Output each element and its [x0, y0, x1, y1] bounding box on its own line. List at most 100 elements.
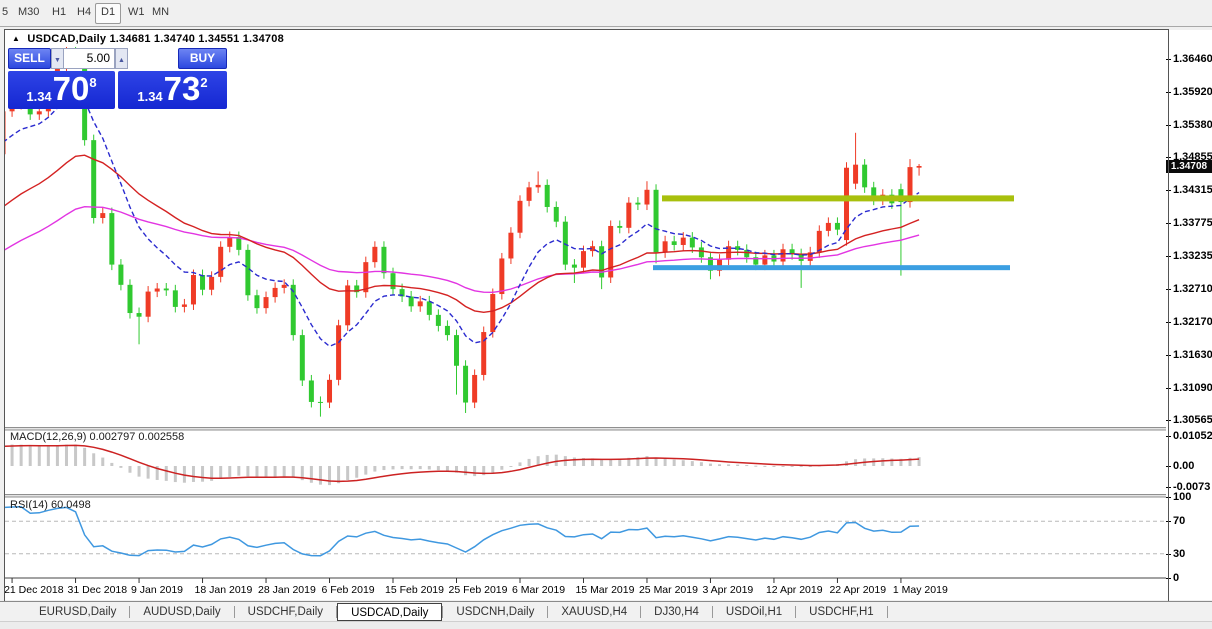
axis-tick — [1166, 157, 1171, 158]
candle — [209, 276, 215, 290]
candle — [744, 249, 750, 258]
candle — [254, 295, 260, 309]
macd-bar — [391, 466, 395, 470]
chart-title: ▲ USDCAD,Daily 1.34681 1.34740 1.34551 1… — [12, 33, 284, 45]
ask-price-button[interactable]: 1.34 73 2 — [118, 71, 227, 109]
chart-tab-usdchf[interactable]: USDCHF,H1 — [809, 606, 874, 618]
volume-increase-button[interactable]: ▲ — [115, 48, 128, 69]
candle — [236, 237, 242, 250]
timeframe-button-w1[interactable]: W1 — [128, 6, 145, 18]
candle — [435, 314, 441, 326]
candle — [336, 325, 342, 380]
date-label: 6 Feb 2019 — [322, 584, 375, 596]
macd-bar — [110, 462, 114, 466]
candle — [590, 246, 596, 252]
macd-bar — [282, 466, 286, 477]
tab-separator — [711, 606, 713, 618]
macd-bar — [400, 466, 404, 470]
candle — [227, 237, 233, 247]
candle — [426, 301, 432, 315]
date-label: 31 Dec 2018 — [68, 584, 128, 596]
chart-tab-xauusd[interactable]: XAUUSD,H4 — [561, 606, 628, 618]
candle — [490, 294, 496, 333]
chart-tab-audusd[interactable]: AUDUSD,Daily — [143, 606, 221, 618]
timeframe-button-h4[interactable]: H4 — [77, 6, 92, 18]
candle — [272, 287, 278, 298]
tab-bar-lead — [0, 602, 26, 622]
macd-bar — [799, 466, 803, 467]
macd-bar — [19, 444, 23, 466]
macd-bar — [455, 466, 458, 473]
date-label: 15 Feb 2019 — [385, 584, 444, 596]
macd-bar — [355, 466, 359, 478]
macd-bar — [591, 458, 595, 466]
macd-bar — [101, 457, 105, 466]
axis-tick — [1166, 420, 1171, 422]
date-label: 6 Mar 2019 — [512, 584, 565, 596]
macd-bar — [554, 454, 558, 466]
chart-tab-usdcad[interactable]: USDCAD,Daily — [337, 603, 443, 621]
macd-bar — [572, 457, 576, 466]
bid-price-button[interactable]: 1.34 70 8 — [8, 71, 115, 109]
candle — [662, 241, 668, 253]
macd-bar — [464, 466, 468, 476]
macd-bar — [164, 466, 168, 481]
candle — [417, 301, 423, 307]
candle — [535, 184, 541, 188]
macd-bar — [273, 466, 277, 477]
candle — [907, 167, 913, 203]
macd-bar — [718, 464, 722, 466]
chart-tab-dj30[interactable]: DJ30,H4 — [654, 606, 699, 618]
axis-tick — [1166, 91, 1171, 93]
macd-bar — [382, 466, 386, 471]
macd-bar — [727, 464, 731, 466]
axis-tick — [1166, 223, 1171, 225]
candle — [508, 232, 514, 259]
timeframe-button-d1[interactable]: D1 — [95, 3, 122, 24]
candle — [281, 284, 287, 288]
candle — [36, 111, 42, 115]
candle — [481, 332, 487, 375]
macd-signal-line — [5, 444, 920, 483]
macd-bar — [609, 459, 613, 466]
symbol-collapse-icon[interactable]: ▲ — [12, 34, 21, 43]
tab-separator — [442, 606, 444, 618]
macd-bar — [672, 459, 676, 466]
macd-bar — [246, 466, 250, 477]
timeframe-button-m30[interactable]: M30 — [18, 6, 40, 18]
buy-button[interactable]: BUY — [178, 48, 227, 69]
price-axis[interactable]: 1.36460 1.35920 1.35380 1.34855 1.34315 1.337… — [1166, 30, 1212, 600]
candle — [345, 285, 351, 326]
bid-price-pipette: 8 — [89, 75, 97, 90]
macd-bar — [772, 466, 776, 467]
resistance-level-line[interactable] — [662, 195, 1014, 202]
chart-tab-usdoil[interactable]: USDOil,H1 — [725, 606, 783, 618]
candle — [399, 289, 405, 297]
macd-bar — [745, 465, 749, 467]
chart-symbol: USDCAD,Daily — [27, 33, 107, 45]
timeframe-button-mn[interactable]: MN — [152, 6, 170, 18]
chart-canvas[interactable]: 21 Dec 2018 31 Dec 2018 9 Jan 2019 18 Jan 2… — [5, 30, 1166, 600]
macd-bar — [781, 466, 785, 467]
candle — [290, 284, 296, 336]
volume-input[interactable]: 5.00 — [63, 48, 115, 69]
price-axis-label: 1.32170 — [1173, 315, 1212, 328]
volume-decrease-button[interactable]: ▼ — [51, 48, 64, 69]
chart-tab-usdcnh[interactable]: USDCNH,Daily — [456, 606, 535, 618]
price-axis-label: 1.35380 — [1173, 118, 1212, 131]
sell-button[interactable]: SELL — [8, 48, 51, 69]
timeframe-button-5[interactable]: 5 — [2, 6, 9, 18]
candle — [562, 221, 568, 265]
candle — [798, 254, 804, 261]
candle — [381, 246, 387, 274]
timeframe-button-h1[interactable]: H1 — [52, 6, 67, 18]
support-level-line[interactable] — [653, 265, 1010, 271]
chart-tab-usdchf[interactable]: USDCHF,Daily — [247, 606, 324, 618]
tab-separator — [547, 606, 549, 618]
macd-bar — [219, 466, 223, 479]
candle — [499, 258, 505, 295]
ask-price-big: 73 — [163, 70, 201, 107]
chart-tab-eurusd[interactable]: EURUSD,Daily — [39, 606, 117, 618]
price-axis-label: 1.36460 — [1173, 52, 1212, 65]
